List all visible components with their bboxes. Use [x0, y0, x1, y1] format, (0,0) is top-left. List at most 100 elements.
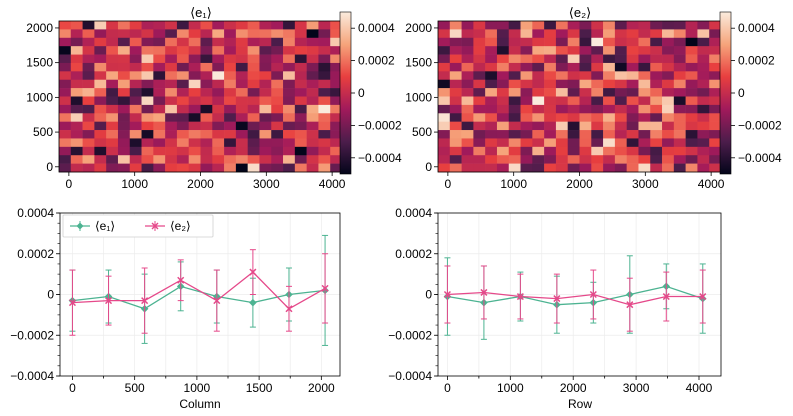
heatmap-cell: [247, 29, 260, 39]
heatmap-cell: [153, 29, 166, 39]
heatmap-cell: [579, 79, 592, 89]
heatmap-cell: [485, 21, 498, 30]
heatmap-cell: [567, 88, 580, 97]
heatmap-cell: [662, 155, 675, 164]
heatmap-cell: [591, 29, 604, 39]
heatmap-cell: [224, 88, 237, 97]
legend-entry-e2: ⟨e₂⟩: [145, 219, 191, 233]
heatmap-cell: [247, 113, 260, 122]
data-point: [141, 297, 149, 305]
heatmap-cell: [438, 62, 451, 72]
colorbar-e2-ticks: 0.0004 0.0002 0 −0.0002 −0.0004: [731, 21, 782, 165]
heatmap-cell: [59, 21, 72, 30]
x-tick-label: 0: [444, 381, 451, 395]
heatmap-cell: [106, 146, 119, 156]
heatmap-e1-cells: [59, 21, 343, 173]
heatmap-cell: [165, 155, 178, 164]
heatmap-cell: [59, 71, 72, 81]
heatmap-cell: [650, 71, 663, 81]
heatmap-cell: [141, 138, 154, 148]
heatmap-cell: [709, 71, 722, 81]
heatmap-cell: [259, 29, 272, 39]
heatmap-cell: [638, 62, 651, 72]
heatmap-cell: [188, 29, 201, 39]
heatmap-cell: [685, 29, 698, 39]
legend-e2-label: ⟨e₂⟩: [170, 219, 191, 233]
heatmap-cell: [294, 46, 307, 55]
heatmap-cell: [94, 88, 107, 97]
heatmap-cell: [449, 54, 462, 64]
x-tick-label: 2000: [308, 381, 335, 395]
heatmap-cell: [176, 71, 190, 81]
heatmap-cell: [638, 146, 651, 156]
heatmap-cell: [673, 121, 686, 131]
heatmap-cell: [153, 163, 166, 173]
heatmap-cell: [662, 37, 675, 47]
heatmap-cell: [176, 138, 190, 148]
heatmap-cell: [70, 163, 83, 173]
heatmap-cell: [496, 104, 510, 114]
heatmap-cell: [176, 113, 190, 122]
heatmap-cell: [82, 88, 95, 97]
heatmap-cell: [94, 155, 107, 164]
heatmap-cell: [591, 163, 604, 173]
heatmap-cell: [259, 37, 272, 47]
heatmap-cell: [106, 155, 119, 164]
heatmap-cell: [520, 155, 533, 164]
heatmap-cell: [306, 37, 319, 47]
heatmap-cell: [153, 21, 166, 30]
heatmap-cell: [438, 96, 451, 106]
heatmap-cell: [94, 146, 107, 156]
heatmap-cell: [567, 71, 580, 81]
y-tick-label: −0.0004: [388, 369, 432, 383]
heatmap-cell: [662, 130, 675, 139]
heatmap-cell: [117, 121, 131, 131]
heatmap-cell: [685, 46, 698, 55]
heatmap-cell: [555, 113, 569, 122]
y-tick-label: 0.0004: [395, 206, 432, 220]
heatmap-cell: [614, 146, 627, 156]
heatmap-cell: [247, 62, 260, 72]
heatmap-cell: [579, 121, 592, 131]
heatmap-cell: [438, 71, 451, 81]
heatmap-cell: [614, 138, 627, 148]
heatmap-cell: [508, 79, 521, 89]
heatmap-cell: [673, 21, 686, 30]
heatmap-cell: [461, 37, 474, 47]
heatmap-cell: [449, 71, 462, 81]
heatmap-cell: [212, 37, 225, 47]
heatmap-cell: [603, 21, 616, 30]
heatmap-cell: [614, 88, 627, 97]
heatmap-cell: [59, 46, 72, 55]
heatmap-cell: [117, 163, 131, 173]
heatmap-cell: [532, 130, 545, 139]
heatmap-cell: [567, 54, 580, 64]
data-point: [249, 268, 257, 276]
x-tick-label: 1000: [121, 177, 148, 191]
heatmap-cell: [555, 104, 569, 114]
heatmap-cell: [603, 54, 616, 64]
heatmap-cell: [473, 37, 486, 47]
heatmap-cell: [153, 96, 166, 106]
heatmap-cell: [318, 29, 331, 39]
heatmap-cell: [176, 155, 190, 164]
heatmap-cell: [496, 54, 510, 64]
heatmap-cell: [165, 130, 178, 139]
heatmap-cell: [235, 96, 248, 106]
heatmap-cell: [306, 79, 319, 89]
data-point: [177, 276, 185, 284]
heatmap-cell: [614, 54, 627, 64]
heatmap-cell: [438, 88, 451, 97]
heatmap-cell: [141, 46, 154, 55]
heatmap-cell: [82, 113, 95, 122]
plot-column-series: [68, 234, 329, 346]
heatmap-cell: [306, 121, 319, 131]
heatmap-cell: [141, 155, 154, 164]
heatmap-cell: [271, 29, 284, 39]
heatmap-cell: [532, 46, 545, 55]
y-tick-label: 500: [412, 125, 432, 139]
heatmap-cell: [697, 121, 710, 131]
heatmap-cell: [235, 138, 248, 148]
heatmap-cell: [567, 146, 580, 156]
heatmap-cell: [165, 146, 178, 156]
